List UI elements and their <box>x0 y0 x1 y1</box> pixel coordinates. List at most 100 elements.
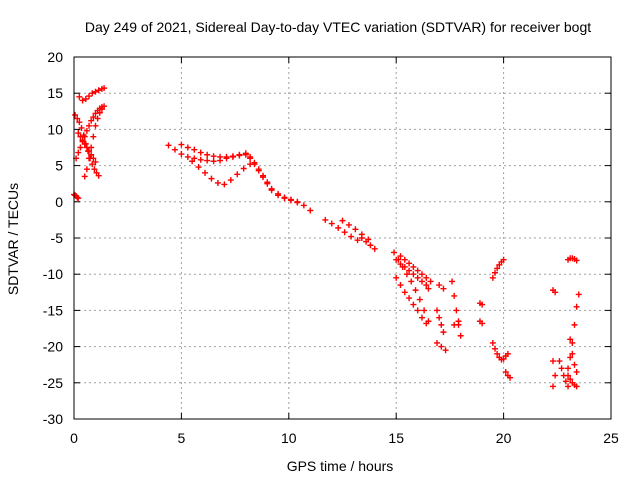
data-point <box>556 358 563 365</box>
data-point <box>492 269 499 276</box>
data-point <box>423 320 430 327</box>
data-point <box>575 291 582 298</box>
data-point <box>92 122 99 129</box>
data-point <box>414 267 421 274</box>
y-tick-label: -15 <box>43 302 63 318</box>
data-point <box>91 166 98 173</box>
data-point <box>86 148 93 155</box>
data-point <box>234 171 241 178</box>
data-point <box>75 130 82 137</box>
data-point <box>79 97 86 104</box>
data-point <box>573 368 580 375</box>
data-point <box>418 314 425 321</box>
data-point <box>567 336 574 343</box>
data-point <box>393 256 400 263</box>
data-point <box>423 274 430 281</box>
data-point <box>75 149 82 156</box>
data-point <box>184 144 191 151</box>
data-point <box>86 122 93 129</box>
data-point <box>358 235 365 241</box>
data-point <box>565 365 572 372</box>
data-point <box>348 233 355 240</box>
data-point <box>434 307 441 314</box>
data-point <box>410 271 417 278</box>
data-point <box>165 142 172 149</box>
data-point <box>217 153 224 160</box>
data-point <box>307 207 314 214</box>
x-tick-label: 0 <box>70 430 78 446</box>
data-point <box>76 93 83 100</box>
data-point <box>567 376 574 383</box>
data-point <box>427 278 434 285</box>
data-point <box>397 282 404 289</box>
data-point <box>552 372 559 379</box>
data-point <box>95 172 102 179</box>
data-point <box>440 329 447 336</box>
data-point <box>197 149 204 156</box>
data-point <box>451 321 458 328</box>
data-point <box>81 140 88 147</box>
data-point <box>552 289 559 296</box>
data-point <box>76 119 83 126</box>
x-tick-label: 10 <box>281 430 297 446</box>
data-point <box>98 106 105 113</box>
data-point <box>507 374 514 381</box>
data-point <box>171 146 178 153</box>
y-tick-label: 10 <box>47 121 63 137</box>
data-point <box>268 185 275 192</box>
data-point <box>571 361 578 368</box>
x-tick-label: 25 <box>603 430 619 446</box>
data-point <box>178 151 185 158</box>
data-point <box>214 179 221 186</box>
data-point <box>438 343 445 350</box>
data-point <box>92 88 99 95</box>
data-point <box>328 220 335 227</box>
data-point <box>438 321 445 328</box>
y-axis-label: SDTVAR / TECUs <box>5 183 21 295</box>
data-point <box>72 111 79 118</box>
data-point <box>223 153 230 160</box>
data-point <box>406 295 413 302</box>
y-tick-label: 0 <box>55 194 63 210</box>
data-point <box>393 274 400 281</box>
data-point <box>184 153 191 160</box>
data-point <box>75 195 82 202</box>
data-point <box>397 261 404 268</box>
data-point <box>221 181 228 188</box>
data-point <box>90 133 97 140</box>
y-tick-label: 15 <box>47 85 63 101</box>
data-point <box>287 196 294 203</box>
data-point <box>489 339 496 346</box>
x-tick-label: 5 <box>178 430 186 446</box>
data-point <box>189 158 196 165</box>
data-point <box>242 150 249 157</box>
data-point <box>494 265 501 272</box>
data-point <box>229 153 236 160</box>
data-point <box>78 124 85 131</box>
chart-title: Day 249 of 2021, Sidereal Day-to-day VTE… <box>85 19 591 35</box>
data-point <box>436 314 443 321</box>
data-point <box>479 301 486 308</box>
data-point <box>453 307 460 314</box>
data-point <box>281 194 288 201</box>
data-point <box>260 172 267 179</box>
data-point <box>550 358 557 365</box>
data-point <box>414 307 421 314</box>
y-tick-label: -5 <box>51 230 64 246</box>
data-point <box>94 115 101 122</box>
data-point <box>418 271 425 278</box>
data-point <box>440 285 447 292</box>
data-point <box>451 292 458 299</box>
data-point <box>178 141 185 148</box>
data-point <box>565 383 572 390</box>
data-point <box>363 238 370 245</box>
data-point <box>210 158 217 165</box>
data-point <box>88 117 95 124</box>
data-point <box>83 144 90 151</box>
data-point <box>436 282 443 289</box>
data-point <box>251 159 258 166</box>
y-tick-label: 20 <box>47 49 63 65</box>
data-point <box>83 166 90 173</box>
data-point <box>204 157 211 164</box>
